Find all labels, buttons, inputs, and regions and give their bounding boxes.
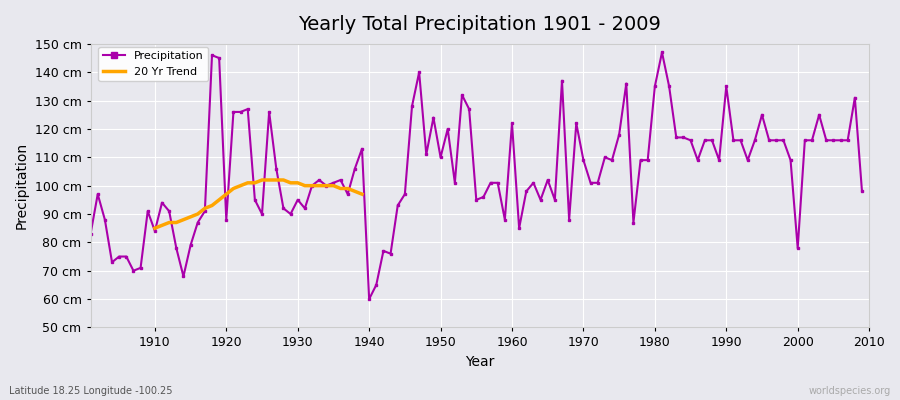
- Title: Yearly Total Precipitation 1901 - 2009: Yearly Total Precipitation 1901 - 2009: [299, 15, 662, 34]
- Legend: Precipitation, 20 Yr Trend: Precipitation, 20 Yr Trend: [98, 47, 208, 81]
- Text: worldspecies.org: worldspecies.org: [809, 386, 891, 396]
- Text: Latitude 18.25 Longitude -100.25: Latitude 18.25 Longitude -100.25: [9, 386, 173, 396]
- Y-axis label: Precipitation: Precipitation: [15, 142, 29, 229]
- X-axis label: Year: Year: [465, 355, 494, 369]
